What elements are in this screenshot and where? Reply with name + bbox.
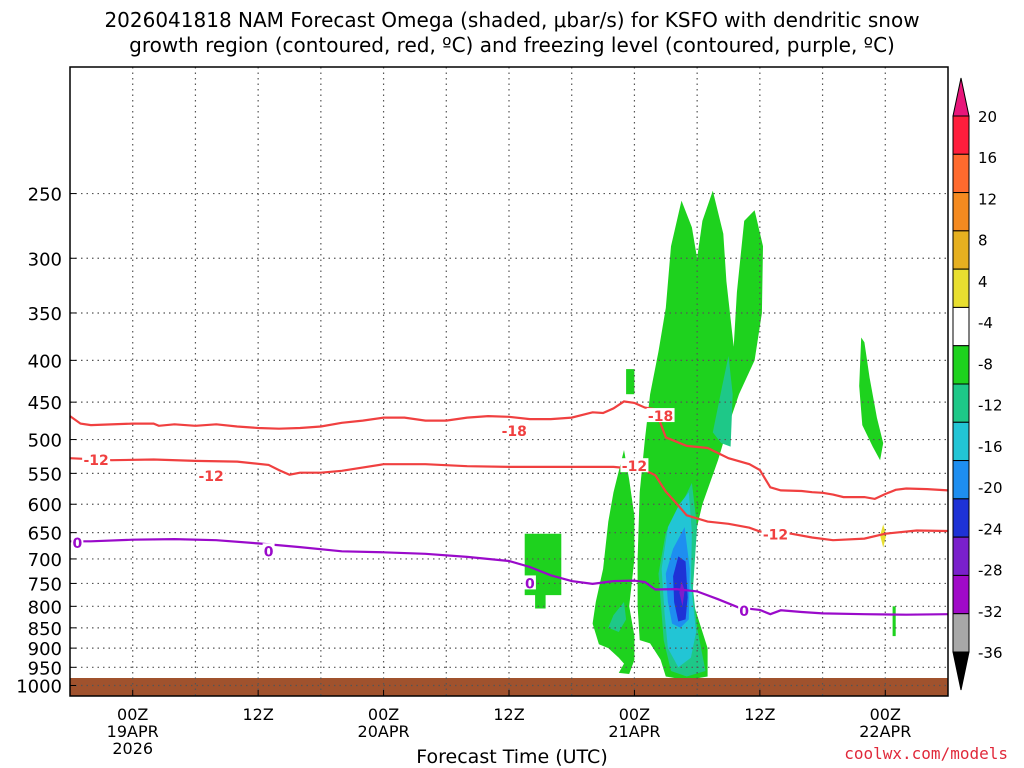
- colorbar-box-3: [952, 230, 970, 270]
- colorbar-label-13: -36: [978, 644, 1003, 662]
- colorbar-label-2: 12: [978, 190, 997, 208]
- colorbar-label-8: -16: [978, 438, 1003, 456]
- y-tick-label-800: 800: [28, 597, 62, 618]
- x-tick-date-48: 21APR: [608, 722, 660, 741]
- contour-label-1-1: -12: [198, 469, 223, 485]
- colorbar-label-10: -24: [978, 520, 1003, 538]
- colorbar-label-6: -8: [978, 355, 993, 373]
- omega-shade-8: [712, 355, 733, 447]
- x-tick-label-36: 12Z: [493, 705, 524, 724]
- x-tick-year-0: 2026: [112, 739, 153, 758]
- colorbar-box-7: [952, 383, 970, 423]
- colorbar-box-0: [952, 115, 970, 155]
- contour-label-1-2: -12: [622, 459, 647, 475]
- colorbar-label-5: -4: [978, 314, 993, 332]
- colorbar-bottom-triangle: [952, 651, 970, 691]
- colorbar-label-1: 16: [978, 149, 997, 167]
- contour-label-bg-2-2: [523, 575, 536, 590]
- x-tick-label-12: 12Z: [242, 705, 273, 724]
- y-tick-label-500: 500: [28, 431, 62, 452]
- x-tick-label-72: 00Z: [870, 705, 901, 724]
- x-tick-date-72: 22APR: [859, 722, 911, 741]
- contour-label-bg-1-1: [197, 467, 226, 482]
- colorbar-label-11: -28: [978, 562, 1003, 580]
- colorbar-box-2: [952, 192, 970, 232]
- contour-label-bg-0-0: [500, 422, 529, 437]
- omega-shade-1: [592, 450, 635, 674]
- y-tick-label-750: 750: [28, 574, 62, 595]
- colorbar-label-12: -32: [978, 603, 1003, 621]
- y-tick-label-700: 700: [28, 550, 62, 571]
- colorbar-box-1: [952, 153, 970, 194]
- omega-shade-3: [626, 369, 635, 395]
- colorbar-box-9: [952, 460, 970, 500]
- colorbar-box-10: [952, 498, 970, 538]
- colorbar-box-13: [952, 613, 970, 653]
- contour-label-0-0: -18: [502, 424, 527, 440]
- contour-label-bg-2-3: [738, 603, 751, 618]
- colorbar-label-7: -12: [978, 397, 1003, 415]
- y-tick-label-1000: 1000: [16, 677, 62, 698]
- terrain-strip: [70, 678, 948, 696]
- y-tick-label-300: 300: [28, 249, 62, 270]
- x-tick-label-0: 00Z: [117, 705, 148, 724]
- colorbar-top-triangle: [952, 77, 970, 117]
- credit-link[interactable]: coolwx.com/models: [844, 744, 1008, 763]
- y-tick-label-350: 350: [28, 304, 62, 325]
- x-axis-label: Forecast Time (UTC): [416, 746, 608, 768]
- contour-label-bg-1-0: [82, 452, 111, 467]
- x-tick-label-24: 00Z: [368, 705, 399, 724]
- x-tick-date-0: 19APR: [107, 722, 159, 741]
- colorbar-box-6: [952, 345, 970, 385]
- y-tick-label-250: 250: [28, 185, 62, 206]
- contour-label-bg-0-1: [646, 408, 675, 423]
- contour-label-1-0: -12: [83, 453, 108, 469]
- colorbar-box-8: [952, 421, 970, 462]
- y-tick-label-850: 850: [28, 619, 62, 640]
- x-tick-label-48: 00Z: [619, 705, 650, 724]
- y-tick-label-950: 950: [28, 658, 62, 679]
- colorbar-box-4: [952, 268, 970, 308]
- colorbar-label-0: 20: [978, 108, 997, 126]
- contour-label-bg-1-2: [620, 458, 649, 473]
- contour-label-2-3: 0: [739, 604, 749, 620]
- y-tick-label-650: 650: [28, 524, 62, 545]
- colorbar-box-11: [952, 536, 970, 576]
- colorbar-box-5: [952, 306, 970, 347]
- x-tick-date-24: 20APR: [358, 722, 410, 741]
- y-tick-label-600: 600: [28, 495, 62, 516]
- omega-shade-4: [859, 337, 884, 461]
- contour-label-2-1: 0: [264, 544, 274, 560]
- contour-label-bg-2-0: [71, 534, 84, 549]
- contour-label-2-0: 0: [72, 536, 82, 552]
- omega-shade-6: [608, 601, 627, 632]
- chart-title-line1: 2026041818 NAM Forecast Omega (shaded, μ…: [104, 8, 920, 32]
- y-tick-label-900: 900: [28, 639, 62, 660]
- contour-line-0: [69, 400, 949, 501]
- contour-label-1-3: -12: [763, 527, 788, 543]
- chart-title-line2: growth region (contoured, red, ºC) and f…: [129, 33, 895, 57]
- y-tick-label-550: 550: [28, 464, 62, 485]
- contour-label-0-1: -18: [648, 409, 673, 425]
- contour-label-bg-1-3: [761, 526, 790, 541]
- contour-label-bg-2-1: [262, 543, 275, 558]
- contour-line-2: [70, 537, 949, 616]
- colorbar-label-9: -20: [978, 479, 1003, 497]
- colorbar-label-3: 8: [978, 232, 988, 250]
- x-tick-label-60: 12Z: [744, 705, 775, 724]
- omega-shade-12: [679, 581, 685, 607]
- y-tick-label-450: 450: [28, 393, 62, 414]
- y-tick-label-400: 400: [28, 351, 62, 372]
- colorbar-box-12: [952, 574, 970, 615]
- contour-label-2-2: 0: [525, 576, 535, 592]
- colorbar-label-4: 4: [978, 273, 988, 291]
- omega-shade-5: [892, 606, 896, 637]
